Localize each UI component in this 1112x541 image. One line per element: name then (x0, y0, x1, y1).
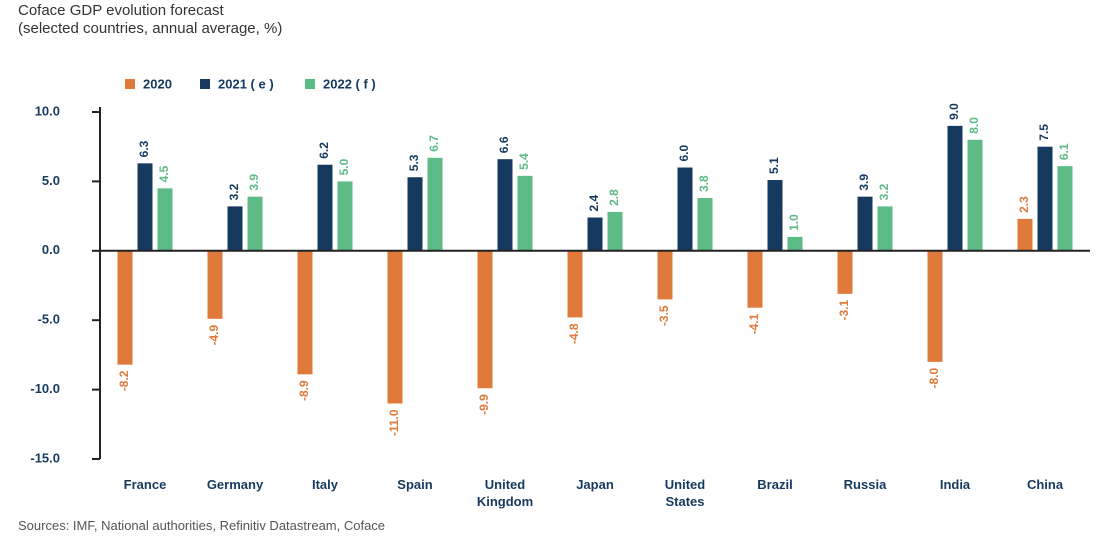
data-label: 3.8 (697, 175, 711, 192)
x-tick-label: China (1026, 477, 1064, 492)
bar (787, 236, 803, 251)
data-label: 3.9 (857, 174, 871, 191)
x-tick-label: Brazil (757, 477, 793, 492)
bar (477, 250, 493, 389)
legend-label: 2020 (143, 76, 172, 91)
data-label: 6.7 (427, 135, 441, 152)
bar (927, 250, 943, 362)
bar (137, 163, 153, 251)
data-label: 1.0 (787, 214, 801, 231)
bar (607, 211, 623, 251)
x-tick-label: Italy (311, 477, 338, 492)
bar (387, 250, 403, 404)
data-label: -9.9 (477, 394, 491, 415)
data-label: -3.1 (837, 300, 851, 321)
data-label: 4.5 (157, 165, 171, 182)
bar (157, 188, 173, 251)
bar (677, 167, 693, 251)
source: Sources: IMF, National authorities, Refi… (18, 518, 386, 533)
data-label: 2.4 (587, 194, 601, 211)
legend-label: 2021 ( e ) (218, 76, 274, 91)
bar (427, 157, 443, 251)
data-label: -4.8 (567, 323, 581, 344)
bar (227, 206, 243, 251)
legend-swatch (305, 79, 315, 89)
data-label: 3.9 (247, 174, 261, 191)
data-label: 7.5 (1037, 124, 1051, 141)
y-tick-label: 0.0 (42, 242, 60, 257)
bar (767, 180, 783, 251)
legend-swatch (125, 79, 135, 89)
x-tick-label: United Kingdom (476, 477, 534, 509)
data-label: -11.0 (387, 409, 401, 436)
y-tick-label: -10.0 (30, 381, 60, 396)
bar (207, 250, 223, 319)
chart-subtitle: (selected countries, annual average, %) (18, 20, 283, 37)
bar (947, 125, 963, 251)
x-tick-label: France (123, 477, 167, 492)
data-label: 6.3 (137, 140, 151, 157)
data-label: 3.2 (227, 183, 241, 200)
data-label: -8.2 (117, 370, 131, 391)
bar (1017, 218, 1033, 251)
x-tick-label: Spain (397, 477, 433, 492)
y-tick-label: -15.0 (30, 450, 60, 465)
data-label: 5.3 (407, 154, 421, 171)
bar (837, 250, 853, 294)
bar (1037, 146, 1053, 251)
data-label: 8.0 (967, 117, 981, 134)
data-label: 2.8 (607, 189, 621, 206)
y-tick-label: 5.0 (42, 173, 60, 188)
legend-swatch (200, 79, 210, 89)
x-tick-label: Japan (576, 477, 614, 492)
bar (117, 250, 133, 365)
bar (657, 250, 673, 300)
x-tick-label: United States (664, 477, 706, 509)
y-tick-label: -5.0 (38, 312, 60, 327)
x-tick-label: Germany (206, 477, 264, 492)
data-label: -4.1 (747, 313, 761, 334)
data-label: 2.3 (1017, 196, 1031, 213)
bar (697, 198, 713, 251)
bar (497, 159, 513, 251)
x-tick-label: Russia (843, 477, 887, 492)
legend-label: 2022 ( f ) (323, 76, 376, 91)
bar (877, 206, 893, 251)
data-label: -3.5 (657, 305, 671, 326)
data-label: 6.1 (1057, 143, 1071, 160)
bar (317, 164, 333, 251)
bar (747, 250, 763, 308)
data-label: 9.0 (947, 103, 961, 120)
bar (297, 250, 313, 375)
data-label: 5.4 (517, 153, 531, 170)
bar (517, 175, 533, 251)
y-tick-label: 10.0 (35, 103, 60, 118)
data-label: -4.9 (207, 324, 221, 345)
bar (587, 217, 603, 251)
bar (967, 139, 983, 251)
data-label: -8.0 (927, 368, 941, 389)
bar (567, 250, 583, 318)
bar (857, 196, 873, 251)
x-tick-label: India (939, 477, 971, 492)
data-label: -8.9 (297, 380, 311, 401)
data-label: 6.2 (317, 142, 331, 159)
data-label: 5.0 (337, 158, 351, 175)
bar (1057, 166, 1073, 251)
data-label: 3.2 (877, 183, 891, 200)
chart-title: Coface GDP evolution forecast (18, 2, 224, 19)
bar (337, 181, 353, 251)
bar (407, 177, 423, 251)
data-label: 5.1 (767, 157, 781, 174)
data-label: 6.0 (677, 145, 691, 162)
data-label: 6.6 (497, 136, 511, 153)
bar (247, 196, 263, 251)
